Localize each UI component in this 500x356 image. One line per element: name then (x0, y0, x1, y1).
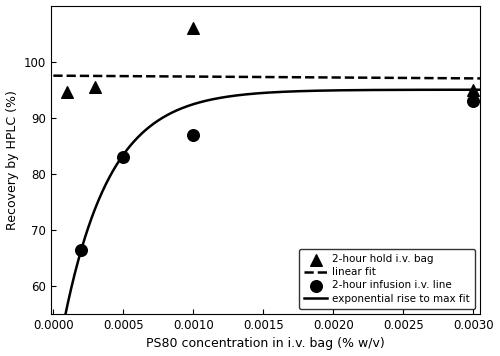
Legend: 2-hour hold i.v. bag, linear fit, 2-hour infusion i.v. line, exponential rise to: 2-hour hold i.v. bag, linear fit, 2-hour… (299, 249, 475, 309)
exponential rise to max fit (389, 88, 395, 92)
exponential rise to max fit (96, 197, 102, 201)
2-hour infusion i.v. line (78, 247, 86, 252)
Line: exponential rise to max fit: exponential rise to max fit (54, 90, 488, 356)
X-axis label: PS80 concentration in i.v. bag (% w/v): PS80 concentration in i.v. bag (% w/v) (146, 337, 385, 350)
Y-axis label: Recovery by HPLC (%): Recovery by HPLC (%) (6, 90, 18, 230)
2-hour infusion i.v. line (120, 154, 128, 160)
2-hour hold i.v. bag (470, 87, 478, 93)
2-hour infusion i.v. line (470, 98, 478, 104)
2-hour infusion i.v. line (190, 132, 198, 137)
exponential rise to max fit (242, 92, 248, 96)
2-hour hold i.v. bag (64, 90, 72, 95)
exponential rise to max fit (226, 94, 232, 99)
exponential rise to max fit (484, 88, 490, 92)
exponential rise to max fit (397, 88, 403, 92)
exponential rise to max fit (349, 88, 355, 92)
2-hour hold i.v. bag (190, 25, 198, 31)
2-hour hold i.v. bag (92, 84, 100, 90)
